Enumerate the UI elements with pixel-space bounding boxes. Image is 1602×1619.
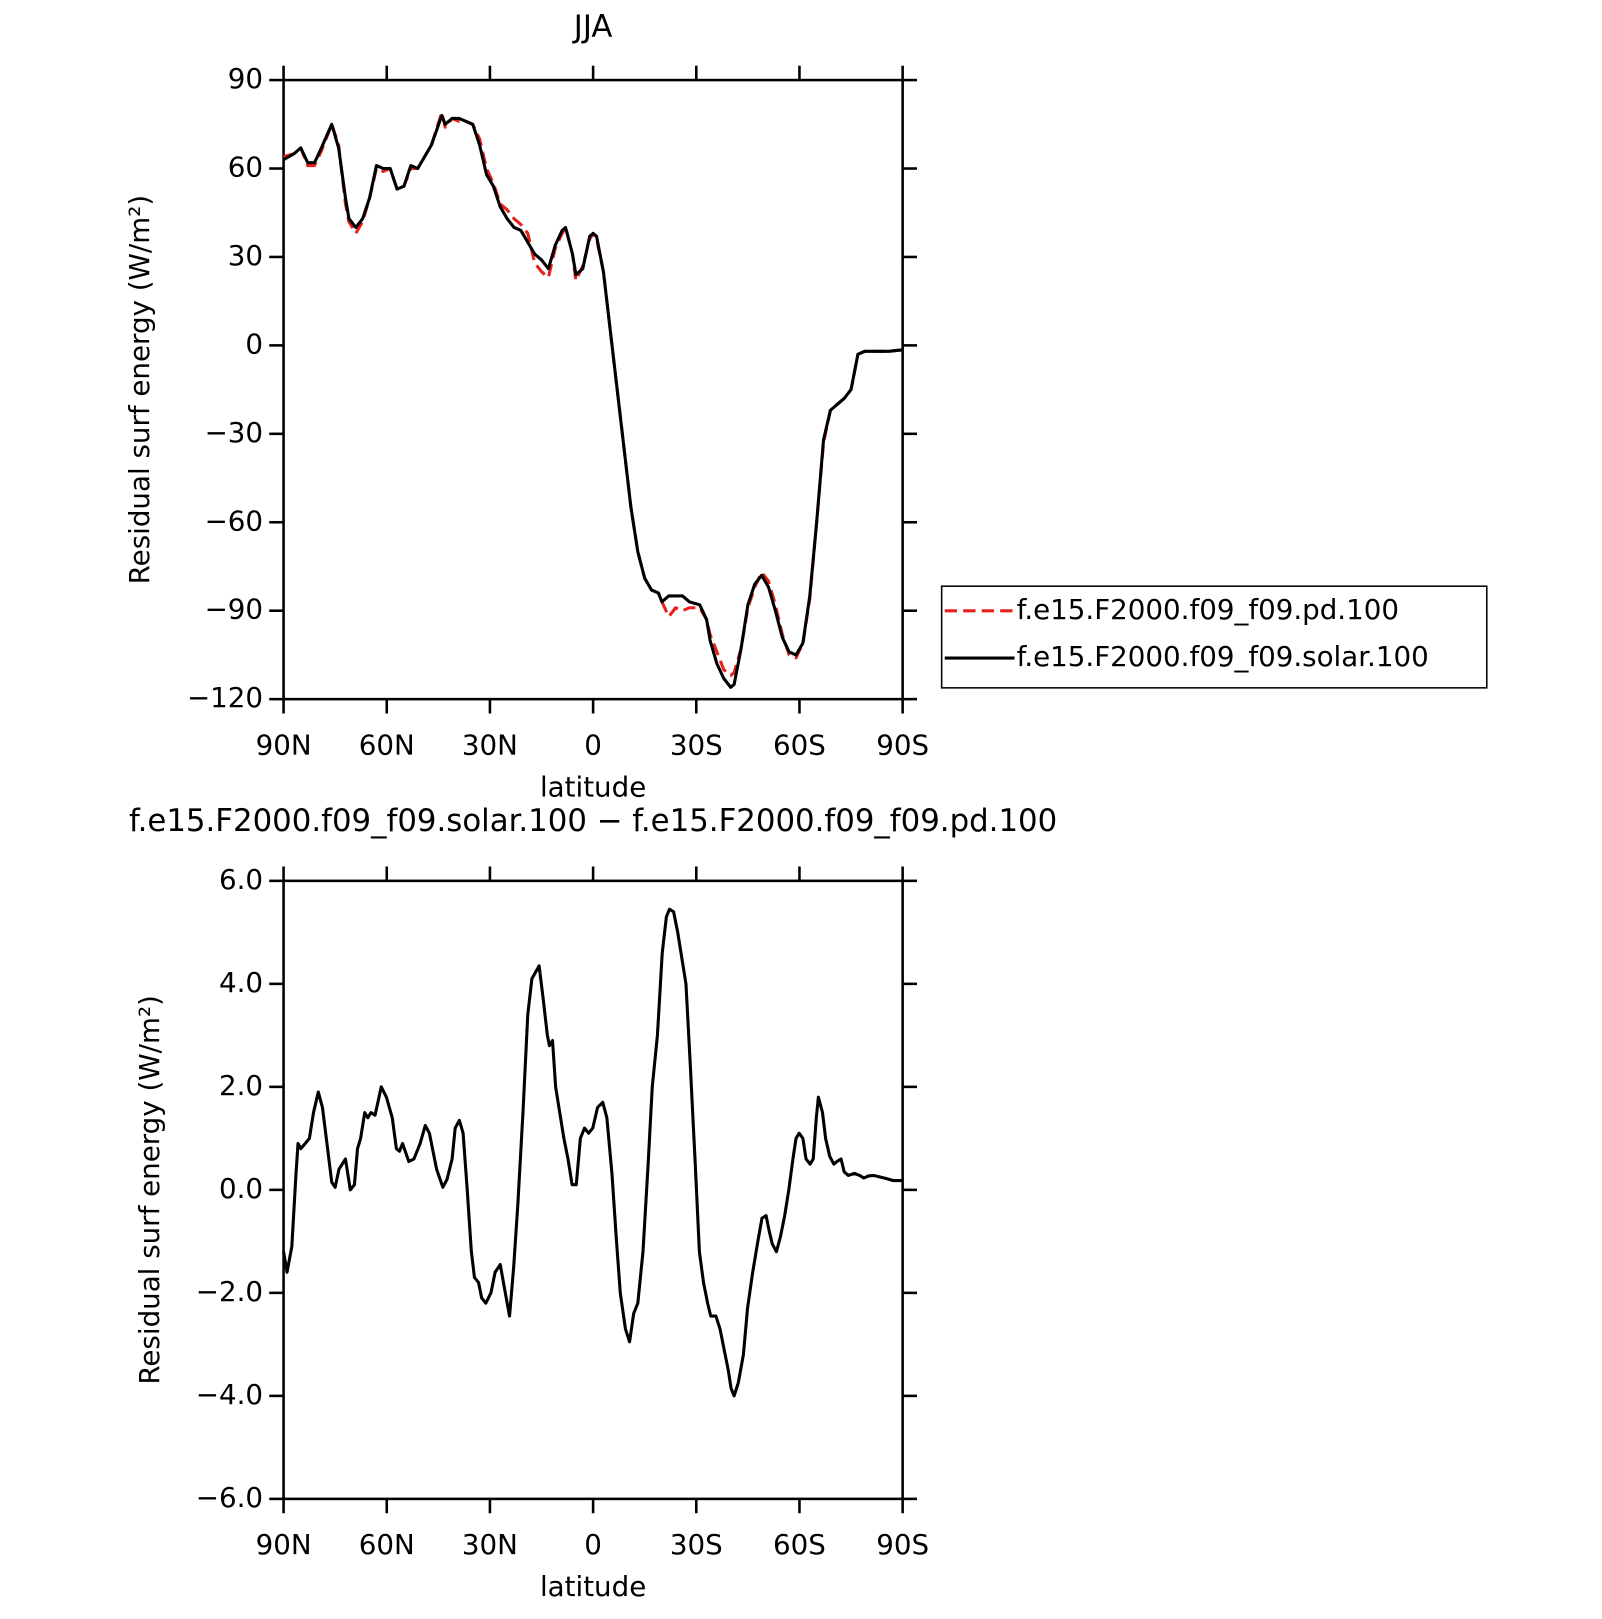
x-tick-label: 60S [773,1528,826,1561]
y-tick-label: −6.0 [196,1481,263,1514]
x-tick-label: 0 [584,1528,602,1561]
y-tick-label: −90 [205,593,263,626]
y-tick-label: −30 [205,416,263,449]
y-tick-label: −2.0 [196,1275,263,1308]
y-tick-label: −4.0 [196,1378,263,1411]
x-tick-label: 90N [256,1528,312,1561]
x-tick-label: 90S [876,728,929,761]
chart-title: JJA [572,9,613,45]
chart-title: f.e15.F2000.f09_f09.solar.100 − f.e15.F2… [129,803,1057,839]
y-tick-label: 60 [228,151,263,184]
x-tick-label: 30S [670,1528,723,1561]
data-line [282,113,903,689]
data-line [282,907,903,1398]
x-axis-label: latitude [540,770,646,803]
y-tick-label: 0 [245,327,263,360]
x-tick-label: 90S [876,1528,929,1561]
x-tick-label: 60S [773,728,826,761]
x-tick-label: 0 [584,728,602,761]
plot-frame [282,879,904,1501]
x-tick-label: 30S [670,728,723,761]
y-axis-label: Residual surf energy (W/m²) [133,995,166,1385]
y-tick-label: 30 [228,239,263,272]
legend-label: f.e15.F2000.f09_f09.solar.100 [1017,640,1429,673]
legend-label: f.e15.F2000.f09_f09.pd.100 [1017,593,1399,626]
y-tick-label: −60 [205,504,263,537]
y-axis-label: Residual surf energy (W/m²) [123,195,156,585]
y-tick-label: 2.0 [219,1069,263,1102]
x-tick-label: 60N [359,1528,415,1561]
y-tick-label: 90 [228,62,263,95]
x-tick-label: 30N [462,728,518,761]
y-tick-label: −120 [187,681,263,714]
plot-frame [282,78,904,701]
x-axis-label: latitude [540,1570,646,1603]
legend-box [940,585,1488,689]
x-tick-label: 60N [359,728,415,761]
x-tick-label: 30N [462,1528,518,1561]
y-tick-label: 6.0 [219,863,263,896]
y-tick-label: 0.0 [219,1172,263,1205]
x-tick-label: 90N [256,728,312,761]
y-tick-label: 4.0 [219,966,263,999]
